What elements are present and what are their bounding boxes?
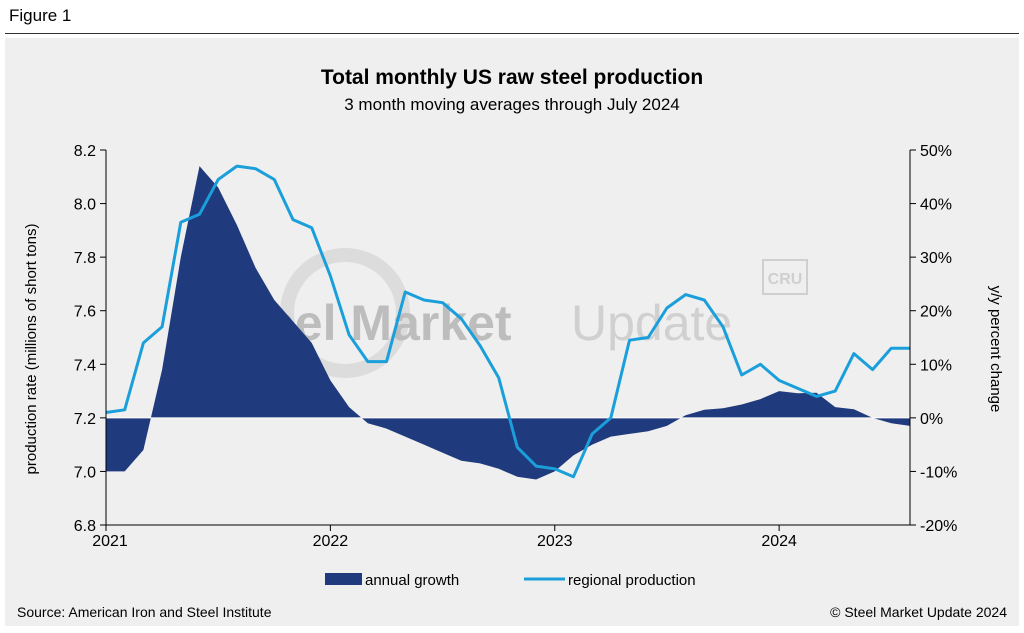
y-tick-left-label: 6.8 [74,518,96,535]
watermark-brand-light: Update [571,295,732,351]
y-tick-right-label: 40% [920,197,952,214]
x-tick-label: 2022 [313,533,349,550]
y-tick-left-label: 8.2 [74,143,96,160]
y-tick-right-label: 50% [920,143,952,160]
legend-label-annual-growth: annual growth [365,572,459,589]
y-tick-right-label: 0% [920,411,943,428]
legend-swatch-annual-growth [325,573,362,585]
y-tick-right-label: -10% [920,464,957,481]
y-tick-left-label: 8.0 [74,197,96,214]
annual-growth-area-layer [106,166,910,480]
cru-logo-box [762,259,808,295]
x-tick-label: 2021 [92,533,128,550]
y-tick-left-label: 7.8 [74,250,96,267]
figure-label: Figure 1 [9,6,72,25]
y-axis-label-right: y/y percent change [987,286,1004,413]
ticks-layer: 6.8 7.0 7.2 7.4 7.6 7.8 8.0 8.2 -20% -10% 0% 10% 20%… [74,143,958,550]
watermark-circle-icon [280,248,410,378]
y-tick-right-label: 20% [920,304,952,321]
y-tick-left-label: 7.0 [74,464,96,481]
chart-panel: Steel Market Update CRU Total monthly US… [5,38,1019,626]
figure-header: Figure 1 [0,0,1024,34]
chart-subtitle: 3 month moving averages through July 202… [344,95,679,114]
chart-svg: Steel Market Update CRU Total monthly US… [17,66,1007,620]
cru-logo-text: CRU [768,271,803,288]
x-tick-label: 2023 [537,533,573,550]
y-tick-left-label: 7.4 [74,357,96,374]
legend: annual growth regional production [325,572,696,589]
y-tick-right-label: 10% [920,357,952,374]
y-axis-label-left: production rate (millions of short tons) [23,224,40,475]
copyright-note: © Steel Market Update 2024 [830,604,1007,620]
production-line-layer [105,164,910,479]
legend-label-regional-production: regional production [568,572,696,589]
regional-production-line [105,164,910,479]
y-tick-left-label: 7.2 [74,411,96,428]
annual-growth-area [106,166,910,480]
figure-rule [5,33,1019,34]
y-tick-left-label: 7.6 [74,304,96,321]
x-tick-label: 2024 [761,533,797,550]
source-note: Source: American Iron and Steel Institut… [17,604,272,620]
chart-title: Total monthly US raw steel production [321,66,703,89]
y-tick-right-label: -20% [920,518,957,535]
y-tick-right-label: 30% [920,250,952,267]
axes-layer [105,150,911,526]
